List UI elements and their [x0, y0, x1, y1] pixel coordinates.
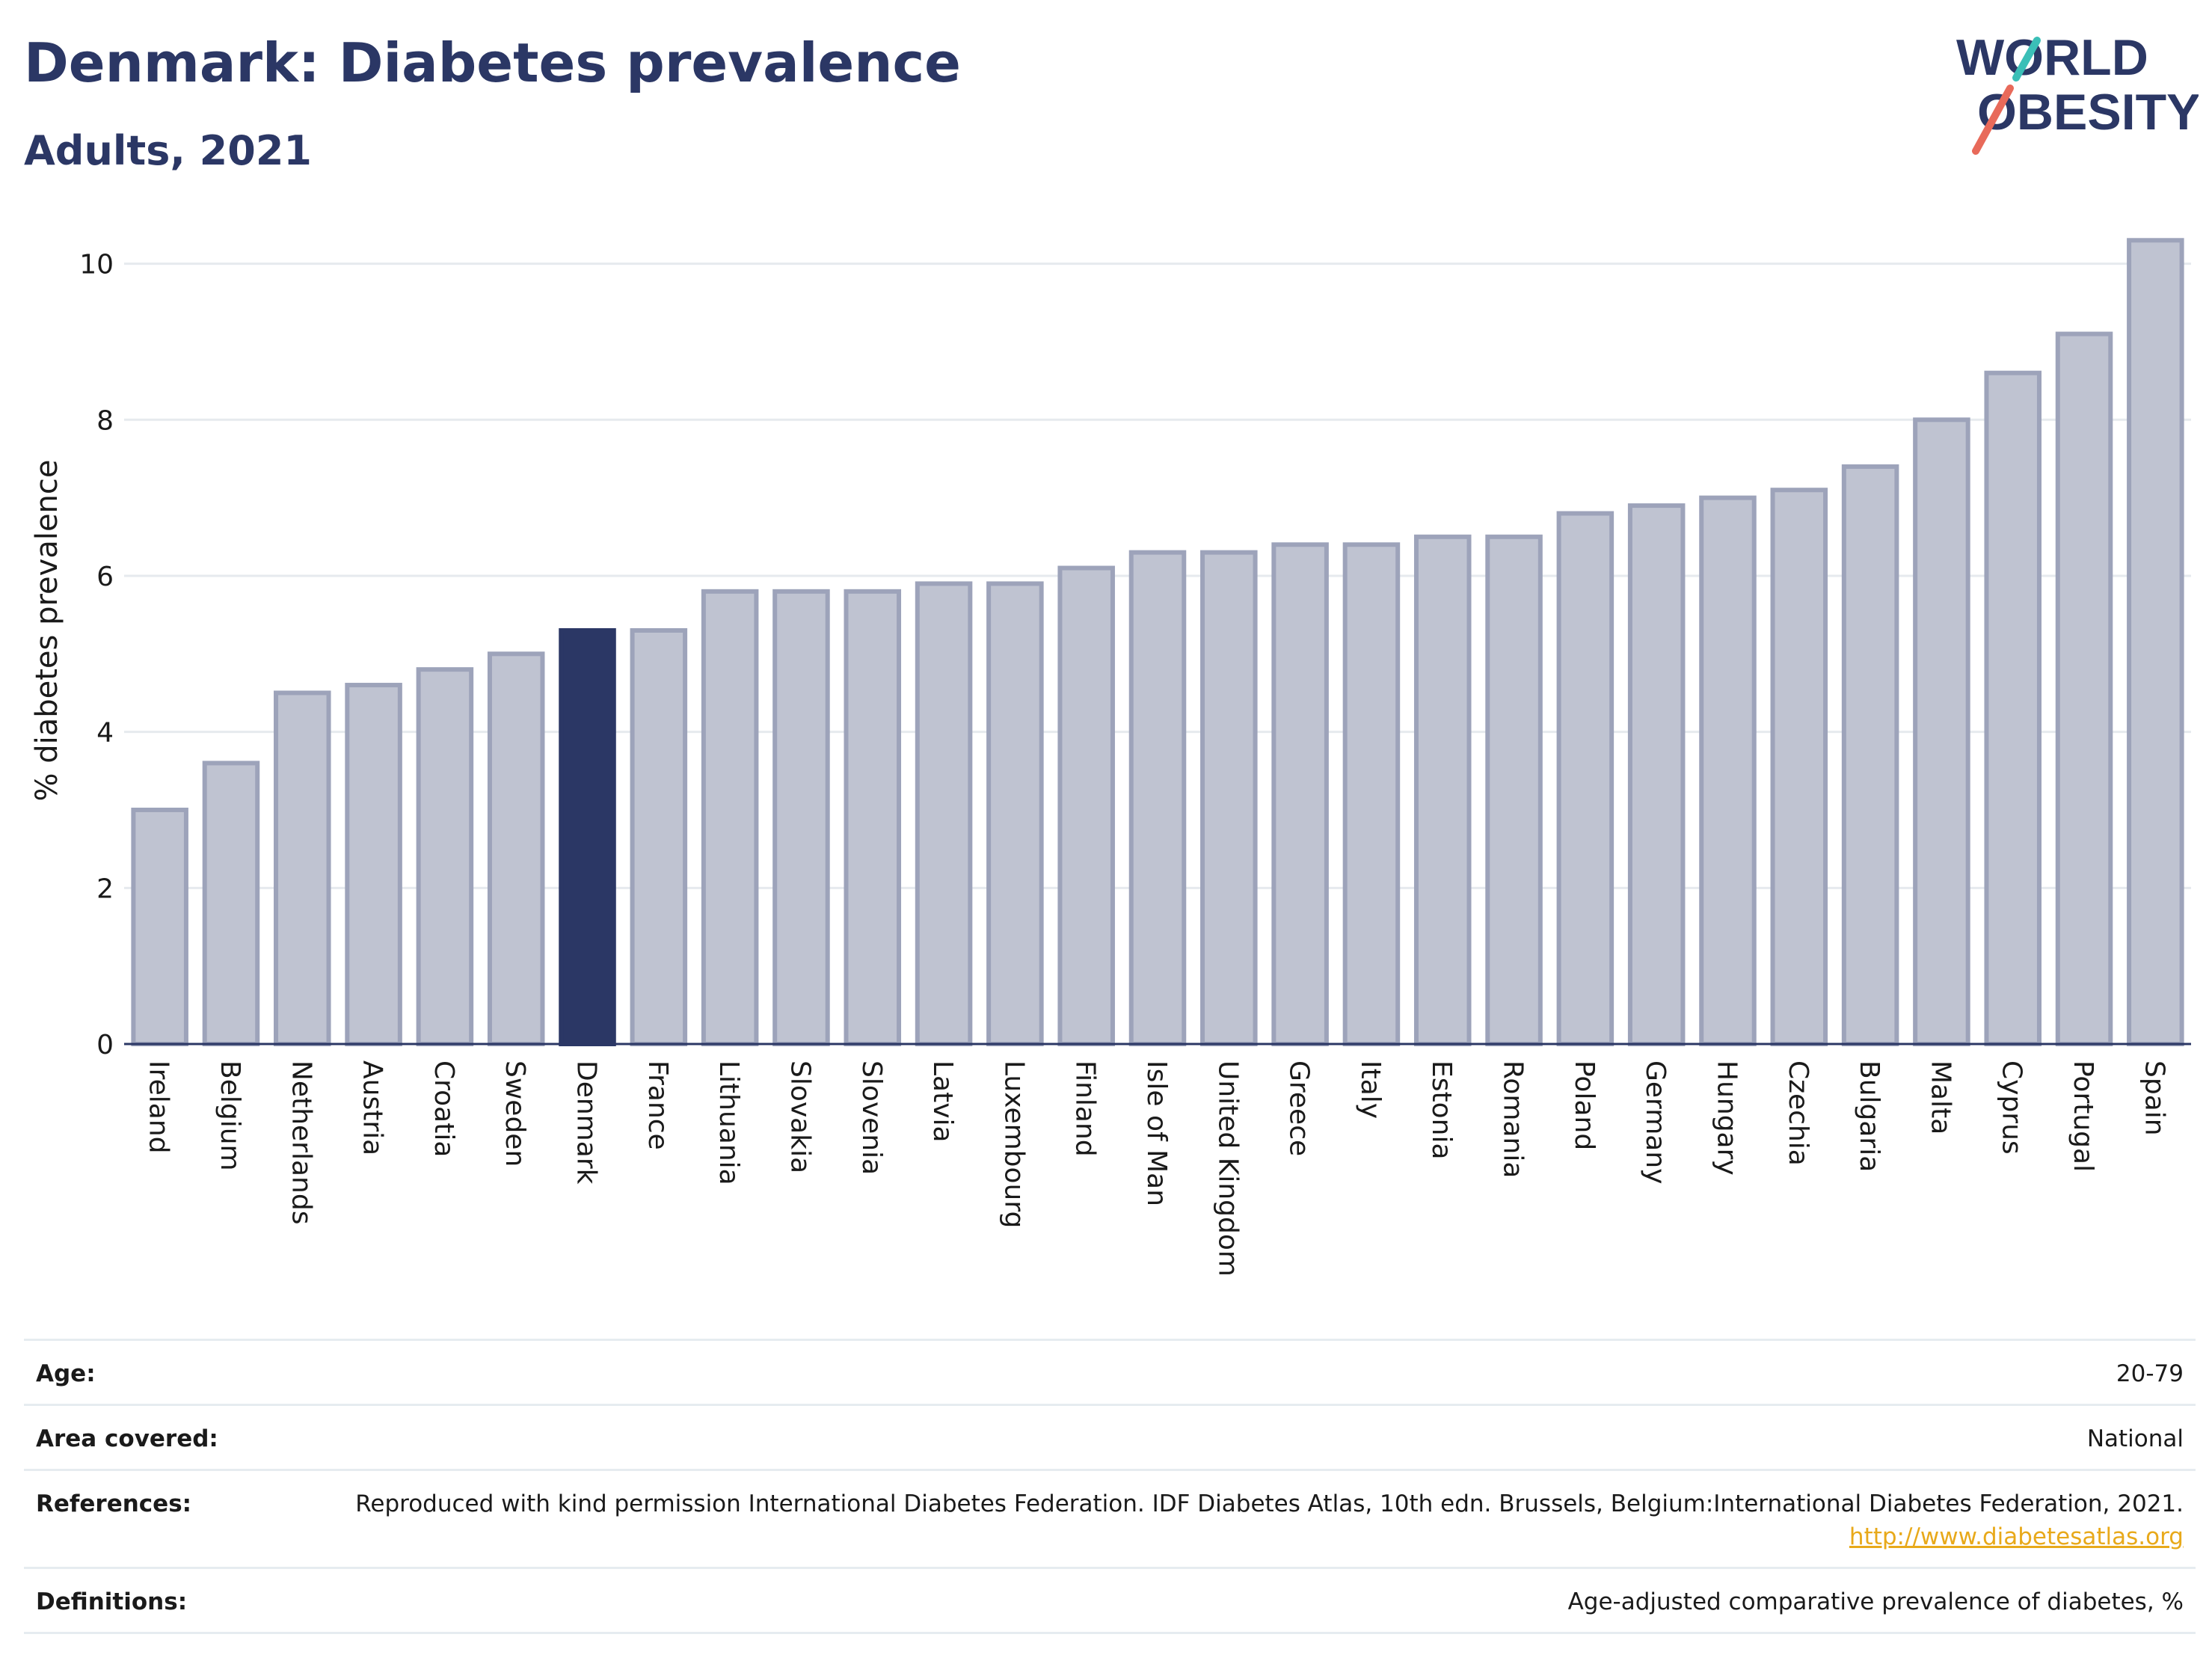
- x-tick-label: Czechia: [1783, 1060, 1813, 1166]
- bar-finland: [1057, 565, 1115, 1046]
- x-tick-label: Cyprus: [1997, 1060, 2027, 1155]
- bar-slovenia: [844, 589, 902, 1046]
- x-tick-label: Romania: [1498, 1060, 1529, 1178]
- logo-slash-red: [1972, 85, 2014, 155]
- y-tick-label: 10: [79, 250, 114, 280]
- bar-ireland: [131, 807, 188, 1046]
- bar-isle-of-man: [1128, 550, 1187, 1046]
- x-tick-label: Poland: [1569, 1060, 1600, 1150]
- bar-poland: [1556, 511, 1615, 1046]
- bar-latvia: [915, 581, 973, 1046]
- bar-portugal: [2055, 331, 2113, 1046]
- references-text: Reproduced with kind permission Internat…: [355, 1490, 2184, 1517]
- bar-czechia: [1770, 488, 1828, 1046]
- x-tick-label: Netherlands: [286, 1060, 316, 1224]
- definitions-value: Age-adjusted comparative prevalence of d…: [1567, 1588, 2184, 1615]
- y-axis-ticks: 0 2 4 6 8 10: [79, 250, 114, 1060]
- bar-hungary: [1699, 495, 1757, 1046]
- bar-denmark: [559, 628, 616, 1046]
- chart-subtitle: Adults, 2021: [24, 127, 312, 174]
- bar-romania: [1485, 534, 1543, 1046]
- logo-slash-teal: [2012, 37, 2041, 82]
- y-axis-label: % diabetes prevalence: [30, 459, 64, 801]
- chart-title: Denmark: Diabetes prevalence: [24, 31, 961, 94]
- bar-netherlands: [274, 690, 331, 1046]
- bar-malta: [1913, 417, 1970, 1046]
- y-tick-label: 4: [96, 718, 114, 749]
- meta-row-references: References: Reproduced with kind permiss…: [24, 1469, 2196, 1567]
- bar-luxembourg: [986, 581, 1044, 1046]
- world-obesity-logo: WORLD OBESITY: [1956, 29, 2199, 155]
- bar-croatia: [416, 667, 474, 1046]
- x-tick-label: Estonia: [1426, 1060, 1457, 1160]
- logo-line2: OBESITY: [1977, 84, 2199, 141]
- area-value: National: [2086, 1425, 2184, 1452]
- y-tick-label: 6: [96, 562, 114, 592]
- x-tick-label: Bulgaria: [1854, 1060, 1884, 1172]
- x-tick-label: Luxembourg: [998, 1060, 1029, 1228]
- y-tick-label: 2: [96, 873, 114, 904]
- bar-sweden: [487, 651, 545, 1046]
- metadata-table: Age: 20-79 Area covered: National Refere…: [24, 1339, 2196, 1634]
- bar-spain: [2127, 238, 2184, 1046]
- x-tick-label: Sweden: [500, 1060, 530, 1167]
- bar-bulgaria: [1841, 464, 1899, 1046]
- x-tick-label: Spain: [2139, 1060, 2169, 1136]
- y-tick-label: 8: [96, 405, 114, 436]
- x-tick-label: Hungary: [1711, 1060, 1742, 1176]
- x-tick-label: Portugal: [2068, 1060, 2098, 1172]
- x-tick-label: Ireland: [144, 1060, 174, 1154]
- meta-row-area: Area covered: National: [24, 1404, 2196, 1469]
- x-tick-label: Italy: [1355, 1060, 1386, 1119]
- bar-estonia: [1413, 534, 1472, 1046]
- bar-greece: [1271, 542, 1329, 1046]
- x-tick-label: Austria: [357, 1060, 388, 1155]
- x-tick-label: Isle of Man: [1141, 1060, 1172, 1206]
- x-tick-label: Belgium: [215, 1060, 245, 1171]
- bar-slovakia: [772, 589, 830, 1046]
- references-label: References:: [36, 1490, 192, 1517]
- area-label: Area covered:: [36, 1425, 218, 1452]
- bar-chart: 0 2 4 6 8 10 Ireland Belgium Netherlands Austria…: [30, 238, 2191, 1277]
- age-value: 20-79: [2116, 1360, 2184, 1387]
- bar-united-kingdom: [1200, 550, 1258, 1046]
- x-tick-label: France: [642, 1060, 673, 1150]
- y-tick-label: 0: [96, 1030, 114, 1060]
- references-value: Reproduced with kind permission Internat…: [351, 1487, 2184, 1553]
- x-tick-label: Greece: [1284, 1060, 1315, 1156]
- x-tick-label: Croatia: [428, 1060, 459, 1157]
- x-tick-label: Slovenia: [856, 1060, 887, 1175]
- x-tick-label: Denmark: [571, 1060, 602, 1185]
- bar-belgium: [202, 761, 260, 1047]
- bars: [131, 238, 2184, 1047]
- age-label: Age:: [36, 1360, 96, 1387]
- bar-france: [630, 628, 688, 1046]
- definitions-label: Definitions:: [36, 1588, 188, 1615]
- x-tick-label: Finland: [1070, 1060, 1101, 1157]
- bar-germany: [1627, 503, 1686, 1046]
- x-axis-ticks: Ireland Belgium Netherlands Austria Croatia S…: [144, 1060, 2170, 1277]
- x-tick-label: Latvia: [927, 1060, 958, 1143]
- bar-lithuania: [701, 589, 759, 1046]
- bar-cyprus: [1984, 370, 2042, 1046]
- meta-row-age: Age: 20-79: [24, 1339, 2196, 1404]
- bar-austria: [345, 683, 402, 1046]
- x-tick-label: Germany: [1640, 1060, 1671, 1184]
- x-tick-label: United Kingdom: [1212, 1060, 1243, 1277]
- x-tick-label: Lithuania: [713, 1060, 744, 1185]
- logo-line1: WORLD: [1956, 29, 2148, 86]
- references-link[interactable]: http://www.diabetesatlas.org: [1849, 1523, 2184, 1550]
- x-tick-label: Malta: [1925, 1060, 1956, 1134]
- bar-italy: [1342, 542, 1401, 1046]
- meta-row-definitions: Definitions: Age-adjusted comparative pr…: [24, 1567, 2196, 1634]
- x-tick-label: Slovakia: [784, 1060, 815, 1173]
